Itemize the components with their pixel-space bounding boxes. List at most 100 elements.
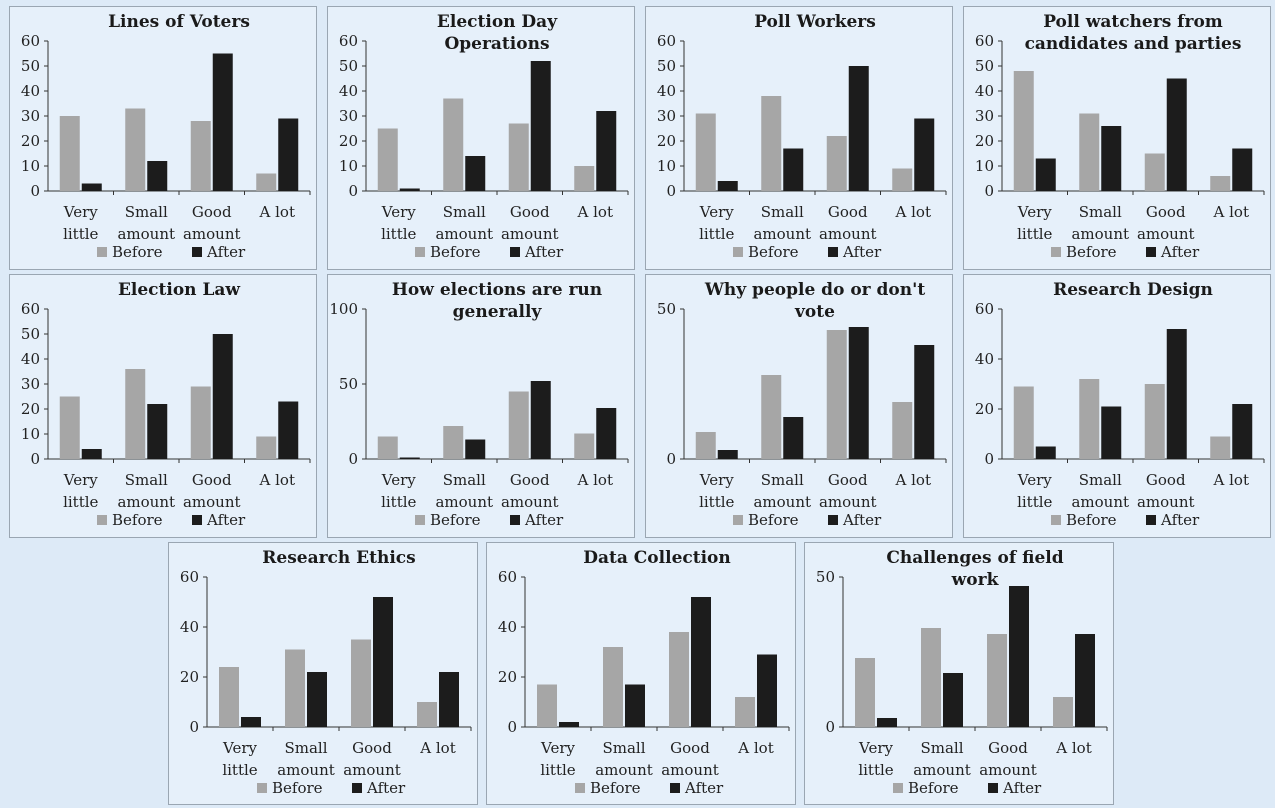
bar-before [761,96,782,191]
y-tick-label: 50 [816,568,835,586]
chart-panel-poll-watchers-from-candidates-and-parties: Poll watchers from candidates and parties… [963,6,1271,270]
legend-label-after: After [206,511,246,529]
x-category-label: amount [979,761,1037,779]
y-tick-label: 40 [21,350,40,368]
x-category-label: Small [602,739,645,757]
y-tick-label: 50 [657,57,676,75]
x-category-label: amount [435,225,493,243]
bar-after [1232,404,1253,459]
bar-before [377,128,398,191]
legend-label-before: Before [1066,243,1117,261]
bar-after [717,181,738,191]
bar-before [892,168,913,191]
bar-before [537,684,557,727]
legend-swatch-before [1051,515,1061,525]
x-category-label: Very [858,739,894,757]
x-category-label: Small [125,203,168,221]
x-category-label: Good [510,471,550,489]
x-category-label: A lot [737,739,773,757]
bar-after [848,327,869,459]
legend-swatch-before [415,515,425,525]
bar-before [1079,379,1100,459]
x-category-label: amount [753,493,811,511]
legend-label-before: Before [748,511,799,529]
chart-panel-election-day-operations: Election Day Operations 0 10 20 30 40 50 60 Very l… [327,6,635,270]
bar-before [256,436,277,459]
bar-after [81,449,102,459]
y-tick-label: 100 [329,300,358,318]
x-category-label: Very [540,739,576,757]
bar-before [1144,384,1165,459]
legend-swatch-before [97,247,107,257]
bar-before [443,98,464,191]
bar-before [377,436,398,459]
bar-after [783,148,804,191]
legend-swatch-before [733,247,743,257]
y-tick-label: 10 [657,157,676,175]
x-category-label: Small [443,203,486,221]
chart-title: Why people do or don't [704,280,926,300]
y-tick-label: 50 [975,57,994,75]
bar-after [1035,446,1056,459]
x-category-label: amount [277,761,335,779]
chart-panel-challenges-of-field-work: Challenges of field work 0 50 Very little Smal… [804,542,1114,805]
y-tick-label: 60 [975,300,994,318]
y-tick-label: 0 [984,182,994,200]
x-category-label: Good [352,739,392,757]
chart-title: Operations [444,34,549,54]
bar-before [125,108,146,191]
x-category-label: little [381,225,416,243]
bar-after [530,61,551,191]
chart-panel-lines-of-voters: Lines of Voters 0 10 20 30 40 50 60 Very little Sm… [9,6,317,270]
y-tick-label: 50 [339,57,358,75]
y-tick-label: 10 [975,157,994,175]
bar-before [761,375,782,459]
legend-label-before: Before [430,511,481,529]
legend-swatch-after [1146,247,1156,257]
y-tick-label: 0 [348,450,358,468]
x-category-label: Good [510,203,550,221]
bar-before [1144,153,1165,191]
x-category-label: A lot [259,203,295,221]
x-category-label: A lot [895,471,931,489]
bar-before [351,639,371,727]
bar-after [1075,634,1095,727]
legend-label-after: After [1160,243,1200,261]
bar-after [596,111,617,191]
bar-before [190,121,211,191]
x-category-label: Small [1079,203,1122,221]
y-tick-label: 20 [975,132,994,150]
legend-label-before: Before [112,243,163,261]
bar-before [855,658,875,727]
x-category-label: A lot [577,471,613,489]
bar-after [212,334,233,459]
x-category-label: Very [1017,471,1053,489]
y-tick-label: 30 [657,107,676,125]
chart-title: Research Design [1053,280,1213,300]
x-category-label: amount [1137,493,1195,511]
x-category-label: amount [913,761,971,779]
y-tick-label: 20 [657,132,676,150]
chart-title: Research Ethics [262,548,415,568]
x-category-label: little [699,493,734,511]
legend-swatch-after [352,783,362,793]
x-category-label: amount [1137,225,1195,243]
bar-after [757,654,777,727]
chart-title: Lines of Voters [108,12,250,32]
y-tick-label: 30 [21,107,40,125]
legend-label-before: Before [908,779,959,797]
bar-before [826,136,847,191]
legend-swatch-after [828,515,838,525]
x-category-label: A lot [259,471,295,489]
bar-after [943,673,963,727]
chart-title: Challenges of field [886,548,1063,568]
x-category-label: Good [1146,471,1186,489]
bar-before [59,396,80,459]
x-category-label: amount [819,493,877,511]
legend-swatch-after [192,247,202,257]
bar-before [417,702,437,727]
bar-after [1009,586,1029,727]
bar-before [1210,436,1231,459]
y-tick-label: 40 [180,618,199,636]
bar-before [826,330,847,459]
